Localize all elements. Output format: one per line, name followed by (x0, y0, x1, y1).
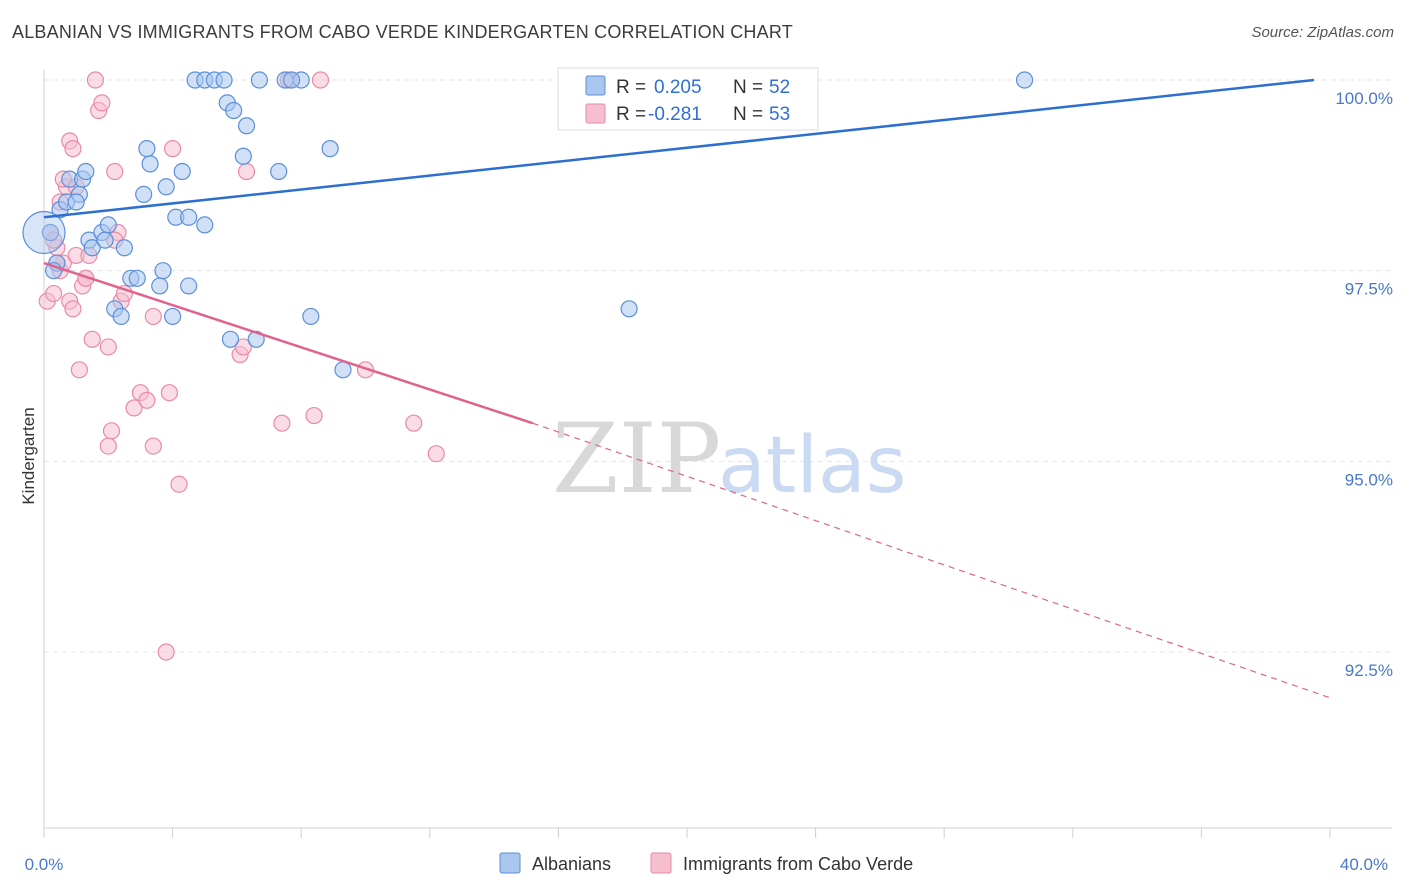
albanians-point (221, 330, 240, 348)
legend-r-label-1: R = (616, 77, 646, 98)
bottom-legend-albanians: Albanians (532, 854, 611, 874)
cabo-verde-trend-line (43, 261, 534, 425)
cabo-verde-point (138, 391, 156, 409)
source-credit: Source: ZipAtlas.com (1251, 24, 1394, 41)
albanians-point (237, 117, 256, 135)
albanians-point (128, 269, 146, 287)
legend-swatch-cabo-verde (585, 103, 606, 124)
albanians-point (77, 162, 95, 181)
albanians-point (135, 185, 153, 203)
cabo-verde-point (99, 437, 117, 455)
cabo-verde-point (45, 284, 63, 303)
cabo-verde-point (157, 643, 175, 661)
cabo-verde-point (405, 414, 423, 432)
albanians-point (83, 239, 101, 257)
albanians-point (250, 71, 269, 89)
cabo-verde-point (160, 384, 178, 402)
albanians-point (41, 223, 60, 242)
watermark: ZIP atlas (552, 403, 907, 515)
albanians-point (180, 277, 198, 295)
cabo-verde-point (102, 422, 121, 440)
cabo-verde-point (86, 71, 105, 89)
cabo-verde-point (234, 338, 252, 356)
y-tick-label: 92.5% (1345, 661, 1393, 680)
legend-n-value-1: 52 (769, 77, 790, 98)
cabo-verde-point (427, 445, 445, 463)
cabo-verde-point (237, 162, 256, 181)
legend-n-value-2: 53 (769, 104, 790, 125)
cabo-verde-point (64, 140, 82, 158)
legend-r-label-2: R = (616, 104, 646, 125)
watermark-zip: ZIP (552, 403, 721, 515)
albanians-point (112, 307, 130, 326)
albanians-point (282, 71, 301, 89)
albanians-point (234, 147, 252, 165)
legend-r-value-1: 0.205 (654, 77, 702, 98)
cabo-verde-point (70, 361, 88, 379)
y-tick-labels: 92.5% 95.0% 97.5% 100.0% (1335, 89, 1393, 680)
bottom-legend-swatch-albanians (499, 852, 521, 874)
albanians-point (173, 162, 191, 181)
albanians-point (138, 140, 156, 158)
x-tick-label-min: 0.0% (25, 855, 64, 874)
albanians-point (151, 277, 169, 295)
legend-r-value-2: -0.281 (648, 104, 702, 125)
bottom-legend-cabo-verde: Immigrants from Cabo Verde (683, 854, 913, 874)
series-legend: Albanians Immigrants from Cabo Verde (499, 852, 913, 874)
legend-swatch-albanians (585, 75, 606, 96)
legend-n-label-2: N = (733, 104, 763, 125)
cabo-verde-point (125, 399, 143, 417)
albanians-point (67, 193, 85, 211)
albanians-point (620, 300, 638, 318)
albanians-point (99, 216, 117, 234)
cabo-verde-trend-extension (532, 422, 1331, 699)
cabo-verde-point (164, 140, 182, 158)
cabo-verde-point (305, 406, 323, 425)
correlation-legend: R = 0.205 N = 52 R = -0.281 N = 53 (557, 67, 819, 131)
cabo-verde-point (144, 307, 162, 326)
albanians-point (180, 208, 198, 226)
cabo-verde-point (106, 162, 124, 181)
albanians-point (96, 231, 114, 249)
albanians-point (157, 178, 175, 196)
watermark-atlas: atlas (718, 421, 907, 511)
series-albanians-points (22, 71, 1034, 379)
chart-title: ALBANIAN VS IMMIGRANTS FROM CABO VERDE K… (12, 22, 793, 42)
cabo-verde-point (170, 475, 188, 493)
albanians-point (164, 307, 182, 326)
albanians-point (154, 262, 172, 280)
albanians-point (215, 71, 233, 89)
trend-lines (43, 78, 1331, 699)
albanians-point-large (22, 210, 66, 255)
cabo-verde-point (99, 338, 117, 356)
albanians-point (1015, 71, 1034, 89)
albanians-point (334, 361, 352, 379)
axes (43, 70, 1392, 829)
bottom-legend-swatch-cabo-verde (650, 852, 672, 874)
y-axis-label: Kindergarten (19, 407, 38, 504)
cabo-verde-point (311, 71, 330, 89)
x-tick-marks (43, 828, 1331, 838)
albanians-point (302, 307, 320, 326)
albanians-point (321, 140, 339, 158)
albanians-trend-line (43, 78, 1315, 219)
albanians-point (196, 216, 214, 234)
albanians-point (225, 101, 243, 120)
cabo-verde-point (93, 94, 111, 112)
x-tick-label-max: 40.0% (1340, 855, 1388, 874)
albanians-point (270, 162, 288, 181)
albanians-point (141, 155, 159, 173)
cabo-verde-point (83, 330, 101, 348)
y-tick-label: 97.5% (1345, 280, 1393, 299)
legend-n-label-1: N = (733, 77, 763, 98)
cabo-verde-point (273, 414, 291, 432)
y-tick-label: 95.0% (1345, 470, 1393, 489)
cabo-verde-point (144, 437, 162, 455)
cabo-verde-point (64, 300, 82, 318)
albanians-point (115, 239, 133, 257)
y-tick-label: 100.0% (1335, 89, 1393, 108)
